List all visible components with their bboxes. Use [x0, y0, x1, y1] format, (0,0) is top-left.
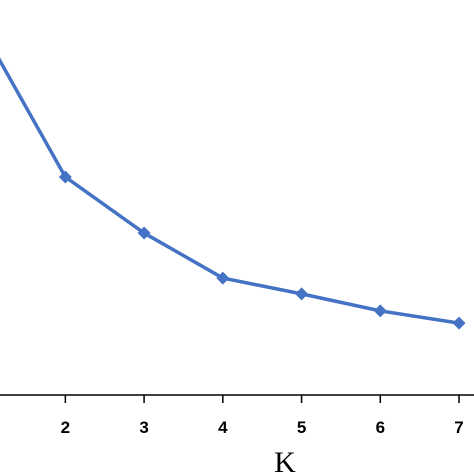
marker — [137, 226, 151, 240]
line — [0, 57, 460, 325]
marker — [452, 316, 466, 330]
x-tick-label: 3 — [139, 418, 148, 437]
x-tick-label: 5 — [297, 418, 306, 437]
x-axis-title: K — [274, 446, 296, 474]
x-tick-label: 2 — [61, 418, 70, 437]
x-tick-label: 4 — [218, 418, 228, 437]
marker — [58, 170, 72, 184]
x-tick-label: 7 — [454, 418, 463, 437]
marker — [295, 287, 309, 301]
marker — [373, 304, 387, 318]
x-tick-label: 6 — [376, 418, 385, 437]
marker — [216, 271, 230, 285]
